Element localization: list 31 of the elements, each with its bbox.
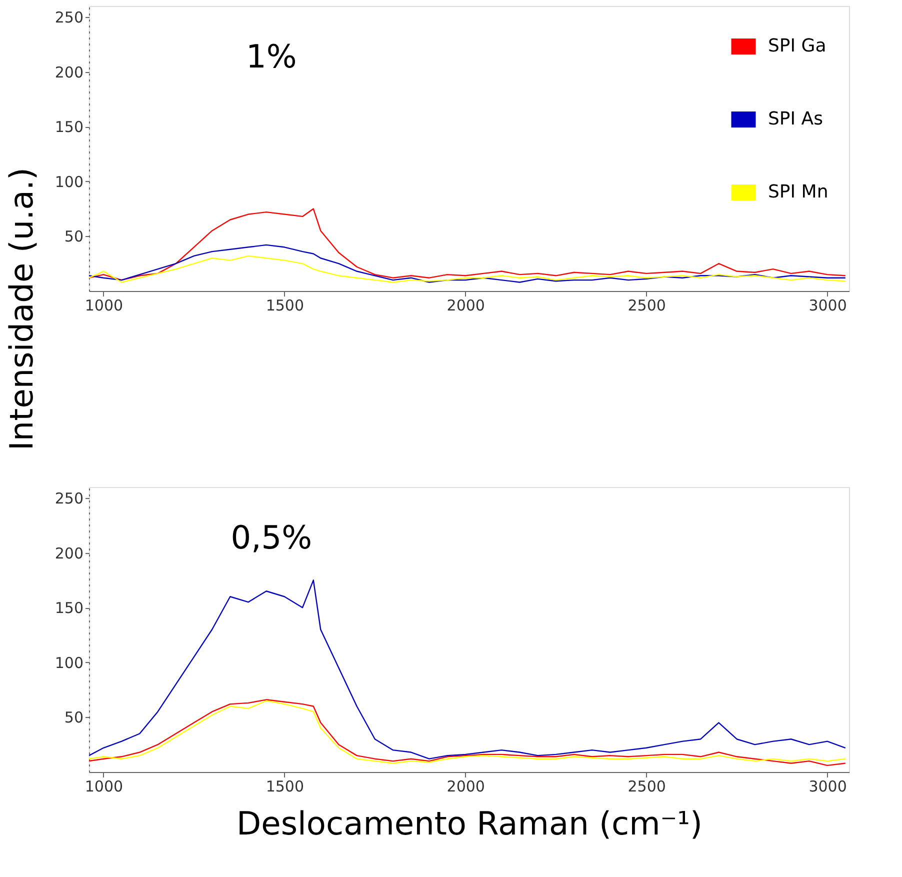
x-tick-label: 2500 bbox=[628, 778, 666, 796]
x-tick-label: 1000 bbox=[84, 778, 124, 796]
y-tick-label: 50 bbox=[64, 708, 84, 727]
legend-label: SPI Mn bbox=[768, 182, 828, 202]
x-tick-label: 2500 bbox=[628, 296, 666, 314]
line-series bbox=[89, 208, 846, 281]
x-tick-label: 2000 bbox=[446, 778, 485, 796]
y-tick-label: 100 bbox=[54, 654, 84, 672]
x-tick-label: 3000 bbox=[808, 296, 847, 314]
y-axis-title: Intensidade (u.a.) bbox=[2, 167, 40, 451]
line-series bbox=[89, 244, 846, 283]
x-axis-title: Deslocamento Raman (cm⁻¹) bbox=[236, 804, 702, 842]
y-tick-label: 150 bbox=[54, 599, 84, 618]
y-tick-label: 200 bbox=[54, 63, 84, 82]
legend-label: SPI As bbox=[768, 108, 824, 130]
x-tick-label: 1500 bbox=[266, 778, 304, 796]
line-series bbox=[89, 580, 846, 760]
y-tick-label: 250 bbox=[54, 8, 84, 26]
y-tick-label: 150 bbox=[54, 118, 84, 136]
x-tick-label: 3000 bbox=[808, 778, 847, 796]
y-tick-label: 100 bbox=[54, 172, 84, 191]
y-tick-label: 250 bbox=[54, 489, 84, 508]
text: 1% bbox=[246, 37, 297, 76]
line-series bbox=[89, 255, 846, 283]
x-tick-label: 1000 bbox=[84, 296, 124, 314]
x-tick-label: 2000 bbox=[446, 296, 485, 314]
text: 0,5% bbox=[230, 518, 312, 556]
y-tick-label: 50 bbox=[64, 228, 84, 246]
x-tick-label: 1500 bbox=[266, 296, 304, 314]
y-tick-label: 200 bbox=[54, 544, 84, 562]
legend-label: SPI Ga bbox=[768, 36, 826, 56]
